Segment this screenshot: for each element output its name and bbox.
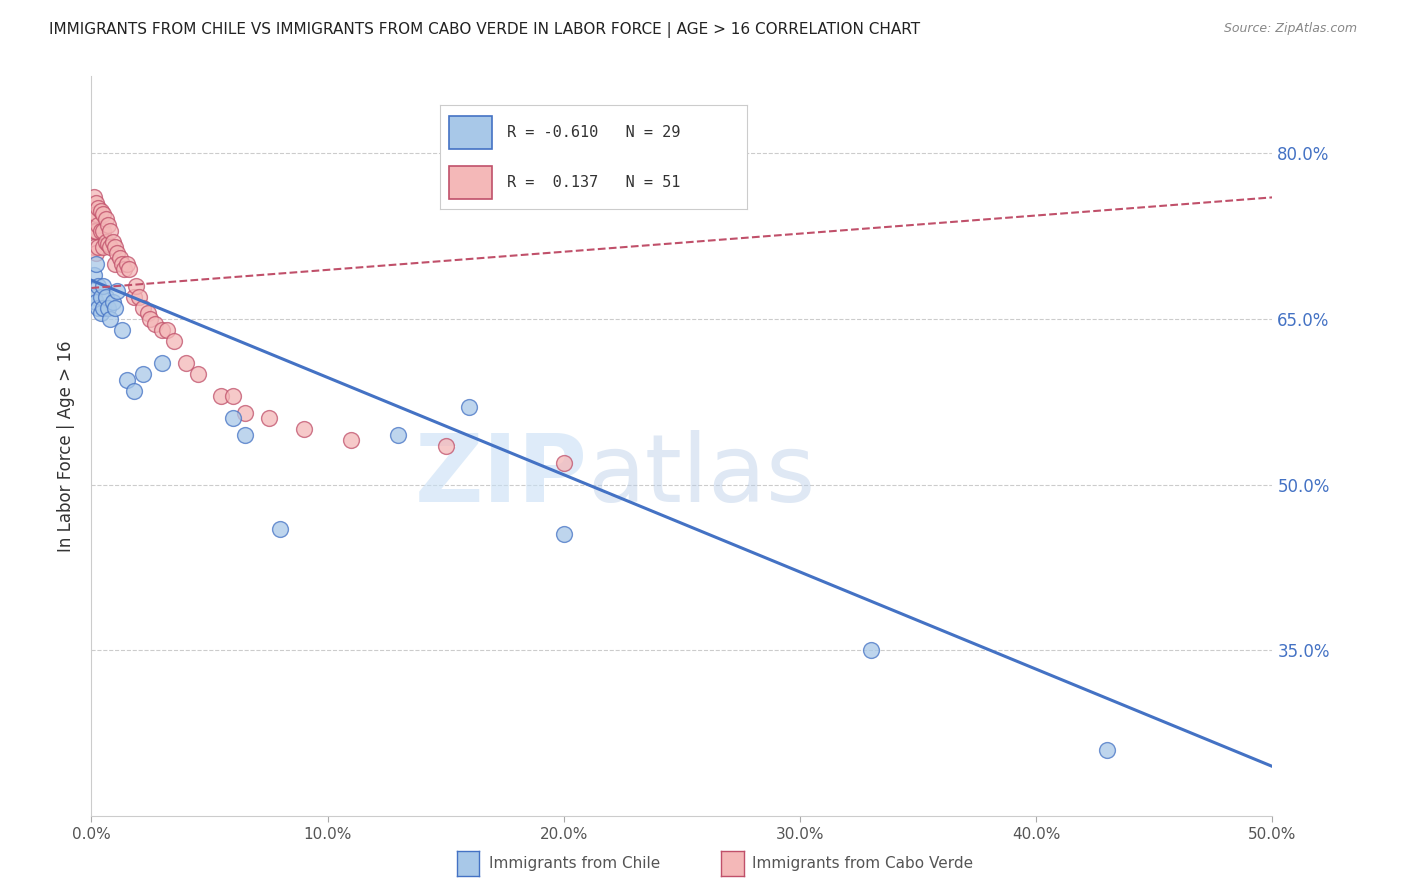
Point: [222, 389, 245, 403]
Point: [87, 278, 110, 293]
Point: [128, 290, 150, 304]
Point: [156, 323, 179, 337]
Point: [87, 240, 110, 254]
Point: [187, 367, 209, 381]
Point: [91, 301, 114, 315]
Text: Immigrants from Chile: Immigrants from Chile: [489, 856, 661, 871]
Point: [132, 367, 155, 381]
Point: [233, 406, 256, 420]
Point: [553, 527, 575, 541]
Point: [122, 384, 145, 398]
Point: [98, 223, 121, 237]
Point: [136, 306, 159, 320]
Point: [105, 285, 128, 299]
Point: [98, 240, 121, 254]
Point: [108, 251, 131, 265]
Point: [122, 290, 145, 304]
Point: [174, 356, 197, 370]
Point: [84, 245, 107, 260]
Point: [553, 456, 575, 470]
Point: [97, 218, 120, 232]
Text: ZIP: ZIP: [415, 430, 588, 522]
Point: [94, 290, 117, 304]
Point: [105, 245, 128, 260]
Point: [90, 306, 112, 320]
Point: [83, 290, 105, 304]
Point: [101, 295, 124, 310]
Point: [91, 278, 114, 293]
Point: [94, 235, 117, 249]
Point: [209, 389, 232, 403]
Point: [222, 411, 245, 425]
Point: [114, 262, 136, 277]
Point: [87, 202, 110, 216]
Point: [340, 434, 363, 448]
Point: [104, 301, 127, 315]
Point: [84, 257, 107, 271]
Point: [458, 401, 481, 415]
Point: [91, 207, 114, 221]
Point: [87, 301, 110, 315]
Point: [150, 356, 173, 370]
Point: [257, 411, 280, 425]
Point: [94, 212, 117, 227]
Point: [233, 428, 256, 442]
Point: [125, 278, 148, 293]
Point: [84, 195, 107, 210]
Point: [104, 240, 127, 254]
Point: [90, 290, 112, 304]
Point: [150, 323, 173, 337]
Y-axis label: In Labor Force | Age > 16: In Labor Force | Age > 16: [56, 340, 75, 552]
Point: [83, 212, 105, 227]
Point: [83, 240, 105, 254]
Point: [91, 240, 114, 254]
Point: [97, 236, 120, 251]
Point: [83, 223, 105, 237]
Text: Source: ZipAtlas.com: Source: ZipAtlas.com: [1223, 22, 1357, 36]
Point: [859, 643, 882, 657]
Point: [104, 257, 127, 271]
Point: [111, 323, 134, 337]
Point: [111, 257, 134, 271]
Point: [84, 223, 107, 237]
Text: IMMIGRANTS FROM CHILE VS IMMIGRANTS FROM CABO VERDE IN LABOR FORCE | AGE > 16 CO: IMMIGRANTS FROM CHILE VS IMMIGRANTS FROM…: [49, 22, 921, 38]
Point: [83, 268, 105, 282]
Point: [84, 207, 107, 221]
Point: [83, 190, 105, 204]
Point: [434, 439, 457, 453]
Point: [84, 295, 107, 310]
Point: [163, 334, 186, 348]
Point: [115, 257, 138, 271]
Point: [90, 203, 112, 218]
Point: [269, 522, 291, 536]
Point: [1095, 743, 1118, 757]
Point: [387, 428, 409, 442]
Point: [115, 373, 138, 387]
Text: Immigrants from Cabo Verde: Immigrants from Cabo Verde: [752, 856, 973, 871]
Point: [97, 301, 120, 315]
Point: [87, 218, 110, 232]
Point: [143, 318, 166, 332]
Point: [101, 235, 124, 249]
Point: [91, 223, 114, 237]
Point: [139, 312, 162, 326]
Point: [98, 312, 121, 326]
Point: [118, 262, 141, 277]
Point: [90, 223, 112, 237]
Point: [292, 422, 315, 436]
Text: atlas: atlas: [588, 430, 815, 522]
Point: [132, 301, 155, 315]
